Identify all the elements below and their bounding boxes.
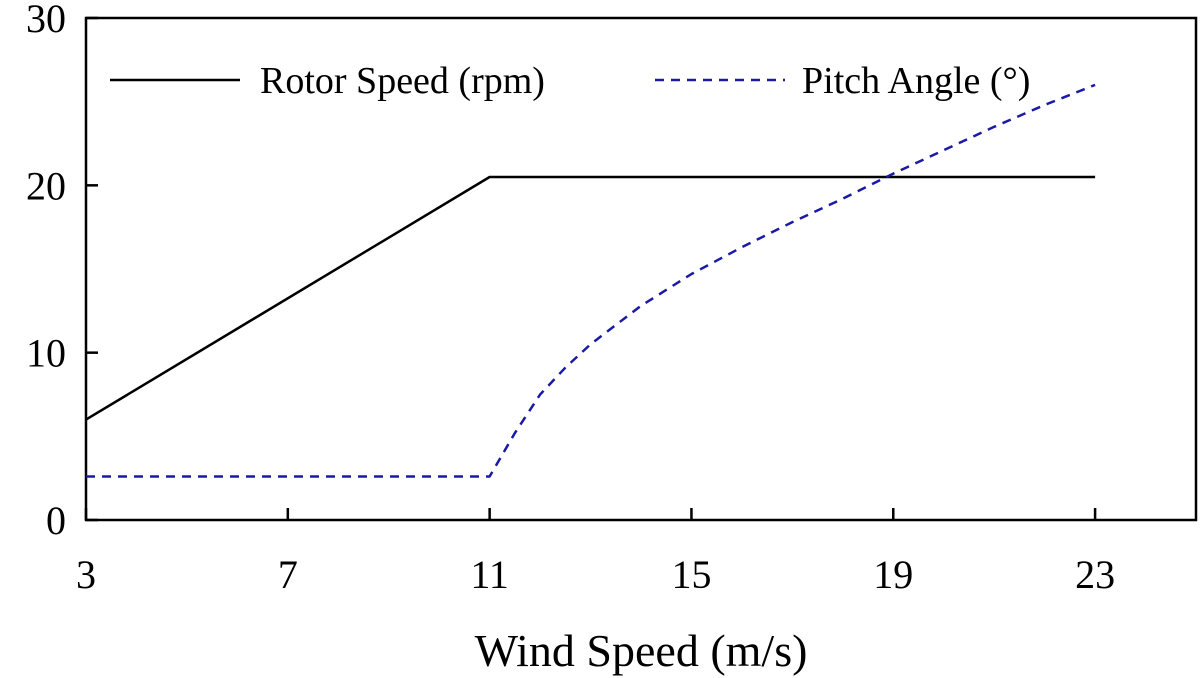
y-tick-label: 0 [46,498,66,543]
y-tick-label: 30 [26,0,66,41]
y-tick-label: 20 [26,163,66,208]
legend: Rotor Speed (rpm) Pitch Angle (°) [110,60,1030,102]
y-tick-label: 10 [26,331,66,376]
x-axis-label: Wind Speed (m/s) [475,625,808,676]
series-layer [85,83,1096,478]
x-tick-label: 3 [76,552,96,597]
plot-frame [84,16,1198,522]
y-axis-ticks: 0 10 20 30 [26,0,98,543]
x-tick-label: 11 [470,552,509,597]
x-axis-ticks: 3 7 11 15 19 23 [76,508,1115,597]
x-tick-label: 7 [278,552,298,597]
x-tick-label: 15 [671,552,711,597]
x-tick-label: 19 [873,552,913,597]
legend-label-pitch-angle: Pitch Angle (°) [802,60,1030,102]
legend-label-rotor-speed: Rotor Speed (rpm) [260,60,545,102]
x-tick-label: 23 [1075,552,1115,597]
series-line-rotor-speed [85,175,1096,421]
series-line-pitch-angle [86,83,1096,478]
